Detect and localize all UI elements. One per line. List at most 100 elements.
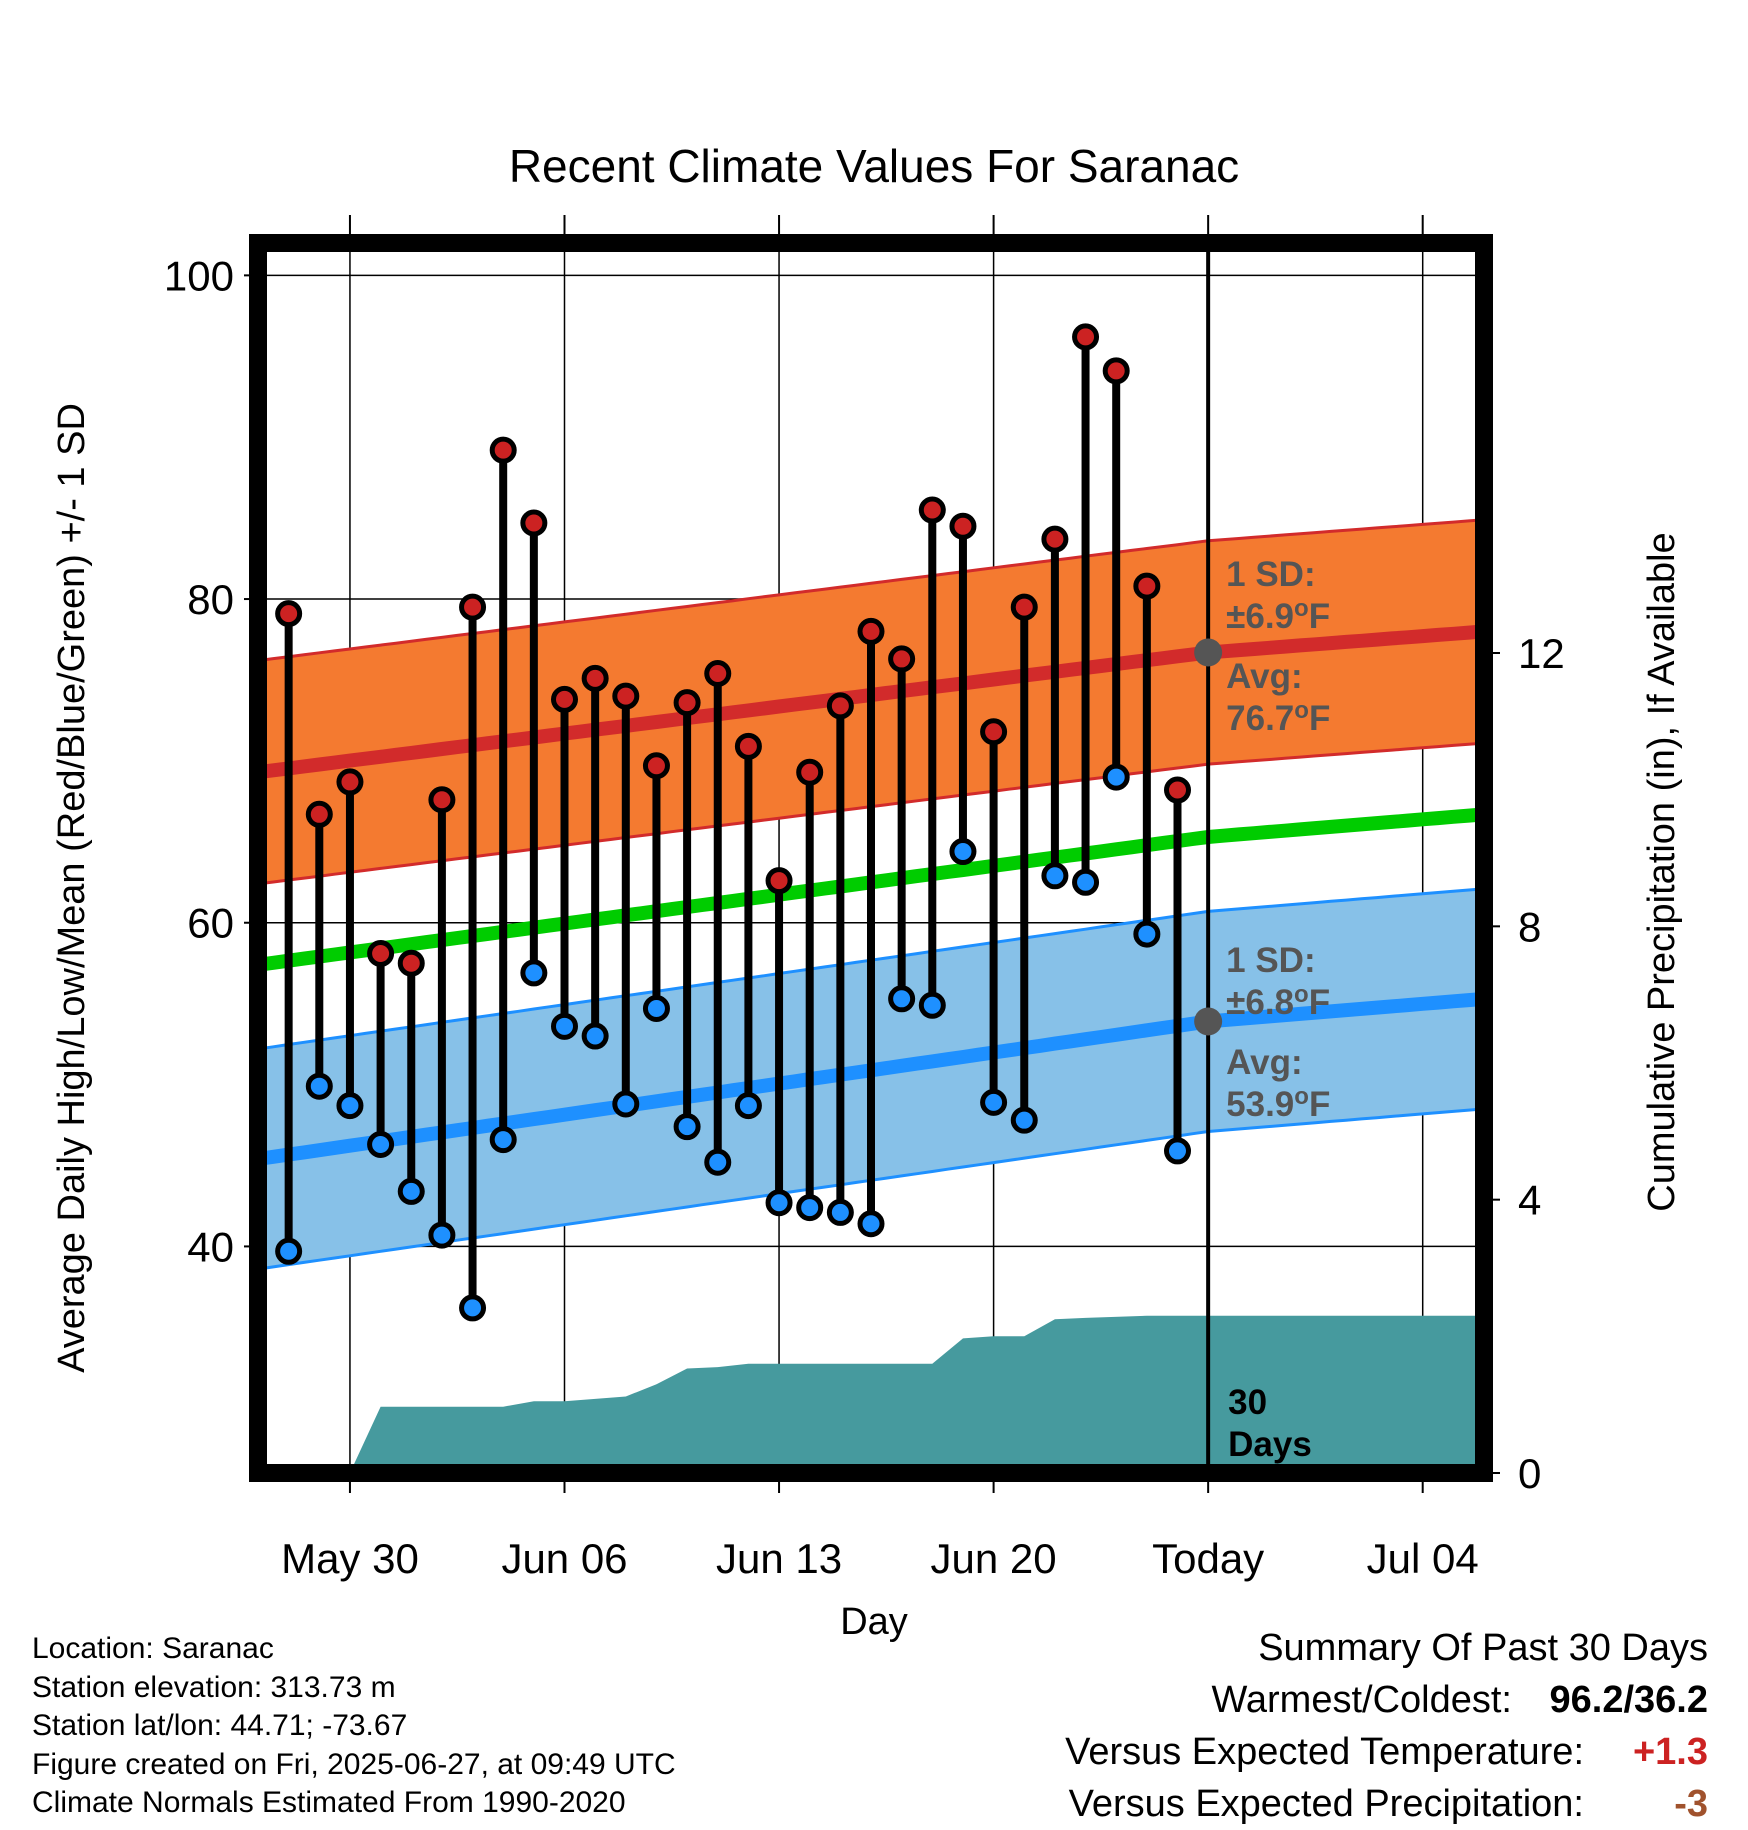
- y2-tick-label: 0: [1518, 1450, 1541, 1497]
- precip-area: [258, 1315, 1484, 1473]
- today-avg-high-point: [1194, 638, 1223, 667]
- daily-low-point: [980, 1088, 1008, 1116]
- daily-high-point: [305, 800, 333, 828]
- summary-warm-value: 96.2/36.2: [1549, 1679, 1708, 1721]
- high-sd-label: 1 SD:: [1226, 555, 1315, 594]
- y2-tick-label: 12: [1518, 630, 1565, 677]
- x-tick-label: May 30: [281, 1535, 419, 1582]
- daily-low-point: [397, 1177, 425, 1205]
- info-location: Location: Saranac: [32, 1632, 274, 1665]
- info-elevation: Station elevation: 313.73 m: [32, 1670, 396, 1704]
- daily-high-point: [489, 436, 517, 464]
- daily-high-point: [428, 786, 456, 814]
- daily-low-point: [367, 1130, 395, 1158]
- summary-temp-label: Versus Expected Temperature:: [1065, 1731, 1584, 1773]
- x-tick-label: Today: [1152, 1535, 1264, 1582]
- high-band-upper-edge: [258, 518, 1484, 663]
- low-avg-value: 53.9oF: [1226, 1083, 1330, 1124]
- daily-high-point: [980, 718, 1008, 746]
- y2-tick-label: 4: [1518, 1177, 1541, 1224]
- daily-high-point: [704, 660, 732, 687]
- daily-low-point: [1102, 763, 1130, 791]
- daily-low-point: [459, 1294, 487, 1322]
- x-tick-label: Jun 13: [716, 1535, 842, 1582]
- daily-low-point: [489, 1126, 517, 1154]
- daily-high-point: [1102, 357, 1130, 385]
- daily-low-point: [305, 1072, 333, 1100]
- summary-temp-row: Versus Expected Temperature: +1.3: [1065, 1726, 1708, 1778]
- y-tick-label: 100: [164, 252, 234, 299]
- daily-high-point: [765, 867, 793, 895]
- daily-low-point: [1164, 1137, 1191, 1165]
- daily-high-point: [275, 600, 303, 628]
- high-sd-value: ±6.9oF: [1226, 595, 1330, 636]
- daily-low-point: [765, 1189, 793, 1217]
- daily-low-point: [704, 1148, 732, 1176]
- summary-panel: Summary Of Past 30 Days Warmest/Coldest:…: [1065, 1622, 1708, 1830]
- daily-high-point: [397, 949, 425, 977]
- daily-low-point: [949, 838, 977, 866]
- low-sd-label: 1 SD:: [1226, 941, 1315, 980]
- high-avg-label: Avg:: [1226, 657, 1302, 696]
- summary-precip-row: Versus Expected Precipitation: -3: [1065, 1778, 1708, 1830]
- x-tick-label: Jul 04: [1367, 1535, 1479, 1582]
- daily-low-point: [336, 1092, 364, 1120]
- daily-high-point: [612, 682, 640, 710]
- daily-low-point: [918, 991, 946, 1019]
- plot-frame: [249, 234, 1493, 1482]
- y-tick-label: 60: [187, 900, 234, 947]
- days-label-number: 30: [1228, 1383, 1267, 1422]
- y-tick-label: 80: [187, 576, 234, 623]
- daily-high-point: [949, 512, 977, 540]
- daily-high-point: [642, 752, 670, 780]
- daily-high-point: [551, 685, 578, 713]
- summary-title: Summary Of Past 30 Days: [1258, 1627, 1708, 1669]
- y2-tick-label: 8: [1518, 903, 1541, 950]
- y2-axis-label: Cumulative Precipitation (in), If Availa…: [1641, 532, 1683, 1211]
- info-normals: Climate Normals Estimated From 1990-2020: [32, 1786, 626, 1819]
- daily-low-point: [612, 1090, 640, 1118]
- summary-temp-value: +1.3: [1632, 1731, 1708, 1773]
- summary-warm-label: Warmest/Coldest:: [1211, 1679, 1512, 1721]
- daily-high-point: [1072, 323, 1100, 351]
- daily-low-point: [888, 985, 916, 1013]
- daily-low-point: [857, 1210, 885, 1238]
- daily-low-point: [642, 995, 670, 1023]
- daily-high-point: [888, 645, 916, 673]
- summary-precip-label: Versus Expected Precipitation:: [1068, 1783, 1584, 1825]
- daily-low-point: [1041, 862, 1069, 890]
- today-avg-low-point: [1194, 1007, 1223, 1036]
- daily-high-point: [581, 664, 609, 692]
- x-axis-label: Day: [840, 1601, 908, 1643]
- daily-high-point: [367, 939, 395, 967]
- daily-high-point: [520, 509, 548, 537]
- daily-high-point: [673, 689, 701, 717]
- daily-low-point: [275, 1237, 303, 1265]
- daily-high-point: [857, 617, 885, 645]
- daily-high-point: [1133, 572, 1161, 600]
- daily-low-point: [520, 959, 548, 987]
- chart-title: Recent Climate Values For Saranac: [509, 140, 1239, 192]
- daily-high-point: [336, 768, 364, 796]
- daily-low-point: [1133, 920, 1161, 948]
- days-label-text: Days: [1228, 1425, 1312, 1464]
- daily-high-point: [796, 758, 824, 786]
- low-avg-label: Avg:: [1226, 1043, 1302, 1082]
- daily-low-point: [581, 1022, 609, 1050]
- x-tick-label: Jun 20: [931, 1535, 1057, 1582]
- info-created: Figure created on Fri, 2025-06-27, at 09…: [32, 1747, 676, 1781]
- high-avg-value: 76.7oF: [1226, 697, 1330, 738]
- daily-low-point: [734, 1092, 762, 1120]
- station-info: Location: Saranac Station elevation: 313…: [32, 1630, 676, 1823]
- daily-high-point: [826, 692, 854, 720]
- daily-high-point: [459, 593, 487, 621]
- daily-high-point: [1164, 776, 1191, 804]
- daily-high-point: [734, 732, 762, 760]
- daily-low-point: [1010, 1106, 1038, 1134]
- summary-warm-row: Warmest/Coldest: 96.2/36.2: [1065, 1674, 1708, 1726]
- x-tick-label: Jun 06: [501, 1535, 627, 1582]
- daily-low-point: [1072, 868, 1100, 896]
